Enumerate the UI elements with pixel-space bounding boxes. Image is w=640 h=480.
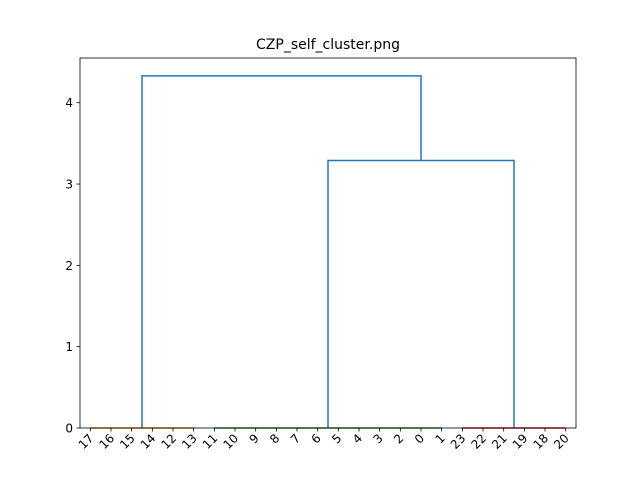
- x-axis-ticks: 17 16 15 14 12 13 11 10 9 8 7 6 5 4 3 2 0 1 23 22 21 19 18 20: [76, 428, 572, 452]
- chart-title: CZP_self_cluster.png: [256, 37, 400, 53]
- y-tick-label-1: 1: [65, 340, 73, 354]
- merge-link-0: [327, 159, 515, 428]
- y-axis-ticks: 0 1 2 3 4: [65, 96, 80, 436]
- x-tick-label-14: 14: [138, 431, 159, 452]
- y-tick-label-2: 2: [65, 259, 73, 273]
- y-tick-label-0: 0: [65, 422, 73, 436]
- plot-frame: [79, 57, 577, 429]
- x-tick-label-8: 8: [267, 431, 282, 446]
- x-tick-label-0: 0: [412, 431, 427, 446]
- merge-link-1: [141, 75, 422, 428]
- x-tick-label-16: 16: [96, 431, 117, 452]
- x-tick-label-17: 17: [76, 431, 97, 452]
- x-tick-label-5: 5: [329, 431, 344, 446]
- x-tick-label-19: 19: [510, 431, 531, 452]
- y-tick-label-4: 4: [65, 96, 73, 110]
- x-tick-label-22: 22: [468, 431, 489, 452]
- x-tick-label-23: 23: [448, 431, 469, 452]
- x-tick-label-4: 4: [350, 431, 365, 446]
- y-tick-label-3: 3: [65, 178, 73, 192]
- x-tick-label-15: 15: [117, 431, 138, 452]
- x-tick-label-20: 20: [551, 431, 572, 452]
- dendrogram-links: [90, 75, 566, 429]
- x-tick-label-10: 10: [220, 431, 241, 452]
- x-tick-label-7: 7: [288, 431, 303, 446]
- x-tick-label-3: 3: [370, 431, 385, 446]
- x-tick-label-13: 13: [179, 431, 200, 452]
- x-tick-label-1: 1: [432, 431, 447, 446]
- x-tick-label-6: 6: [308, 431, 323, 446]
- x-tick-label-11: 11: [200, 431, 221, 452]
- x-tick-label-12: 12: [158, 431, 179, 452]
- x-tick-label-21: 21: [489, 431, 510, 452]
- x-tick-label-2: 2: [391, 431, 406, 446]
- x-tick-label-9: 9: [246, 431, 261, 446]
- x-tick-label-18: 18: [530, 431, 551, 452]
